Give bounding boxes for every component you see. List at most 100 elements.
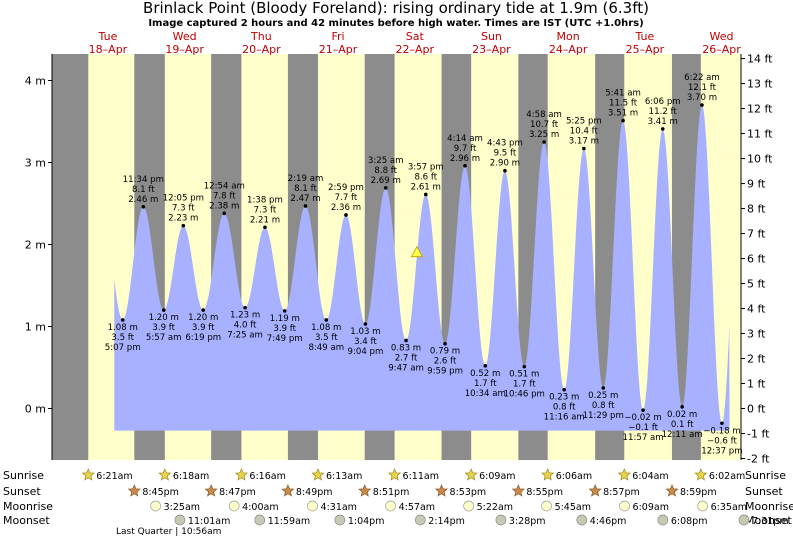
moonset-icon — [738, 514, 750, 526]
right-axis-tick-label: -1 ft — [747, 427, 770, 440]
tide-extreme-point — [660, 127, 665, 131]
day-labels: Tue18–AprWed19–AprThu20–AprFri21–AprSat2… — [89, 30, 742, 56]
high-tide-time: 3:25 am — [368, 156, 404, 166]
day-name-label: Wed — [173, 30, 197, 43]
sunset-time: 8:53pm — [450, 487, 487, 498]
high-tide-metres: 2.21 m — [250, 215, 280, 225]
low-tide-metres: 1.08 m — [108, 323, 138, 333]
low-tide-time: 7:49 pm — [267, 334, 303, 344]
low-tide-metres: −0.02 m — [624, 413, 661, 423]
right-axis-tick-label: 3 ft — [747, 328, 766, 341]
moonset-icon — [334, 514, 346, 526]
tide-extreme-point — [483, 364, 488, 368]
moonset-time: 2:14pm — [428, 516, 465, 527]
right-axis-tick-label: 2 ft — [747, 353, 766, 366]
low-tide-time: 9:04 pm — [348, 347, 384, 357]
high-tide-time: 12:05 pm — [163, 194, 204, 204]
day-date-label: 22–Apr — [395, 43, 434, 56]
high-tide-time: 4:14 am — [447, 134, 483, 144]
tide-extreme-point — [383, 186, 388, 190]
low-tide-feet: 0.8 ft — [592, 401, 615, 411]
right-axis-tick-label: 0 ft — [747, 403, 766, 416]
right-axis-tick-label: 7 ft — [747, 228, 766, 241]
high-tide-metres: 2.38 m — [209, 201, 239, 211]
day-name-label: Thu — [250, 30, 272, 43]
low-tide-feet: 3.9 ft — [192, 323, 215, 333]
low-tide-feet: 4.0 ft — [234, 321, 257, 331]
current-tide-marker — [410, 245, 424, 258]
moonset-icon — [495, 514, 507, 526]
left-axis-tick-label: 3 m — [25, 157, 46, 170]
right-axis-tick-label: 1 ft — [747, 378, 766, 391]
low-tide-feet: 3.5 ft — [111, 333, 134, 343]
low-tide-feet: −0.6 ft — [707, 436, 737, 446]
low-tide-metres: 0.52 m — [470, 369, 500, 379]
moonrise-time: 4:31am — [321, 502, 357, 513]
day-name-label: Wed — [710, 30, 734, 43]
tide-extreme-point — [443, 341, 447, 346]
high-tide-metres: 3.41 m — [648, 117, 678, 127]
sunrise-icon — [464, 468, 478, 481]
low-tide-metres: 0.23 m — [549, 393, 579, 403]
low-tide-feet: 3.5 ft — [315, 333, 338, 343]
low-tide-metres: 1.20 m — [149, 313, 179, 323]
sunset-time: 8:47pm — [219, 487, 256, 498]
sunset-row-label-right: Sunset — [745, 485, 783, 498]
low-tide-time: 6:19 pm — [185, 333, 221, 343]
low-tide-time: 10:34 am — [465, 389, 506, 399]
left-axis-tick-label: 1 m — [25, 321, 46, 334]
moonset-time: 4:46pm — [590, 516, 627, 527]
high-tide-metres: 2.69 m — [371, 176, 401, 186]
low-tide-feet: 3.9 ft — [152, 323, 175, 333]
moonset-row-label: Moonset — [3, 514, 50, 527]
tide-area — [114, 105, 730, 431]
high-tide-feet: 9.5 ft — [494, 149, 517, 159]
tide-extreme-point — [700, 103, 704, 107]
high-tide-feet: 7.3 ft — [254, 205, 277, 215]
tide-extreme-point — [181, 223, 186, 228]
low-tide-feet: −0.1 ft — [628, 423, 658, 433]
low-tide-time: 5:57 am — [146, 333, 182, 343]
high-tide-feet: 10.7 ft — [530, 120, 559, 130]
sunset-icon — [588, 484, 602, 497]
low-tide-feet: 1.7 ft — [474, 379, 497, 389]
low-tide-time: 11:57 am — [623, 433, 664, 443]
high-tide-time: 12:54 am — [204, 181, 245, 191]
tide-extreme-point — [463, 163, 467, 168]
tide-extreme-point — [582, 146, 586, 151]
high-tide-feet: 8.1 ft — [132, 185, 155, 195]
right-axis-tick-label: 11 ft — [747, 128, 773, 141]
day-date-label: 23–Apr — [472, 43, 511, 56]
low-tide-metres: 1.20 m — [188, 313, 218, 323]
high-tide-feet: 9.7 ft — [454, 144, 477, 154]
high-tide-time: 3:57 pm — [408, 162, 444, 172]
sunrise-time: 6:02am — [709, 471, 745, 482]
tide-extreme-point — [161, 308, 166, 312]
high-tide-time: 6:06 pm — [645, 97, 681, 107]
moonset-icon — [576, 514, 588, 526]
sunrise-row-label-right: Sunrise — [745, 469, 786, 482]
sunset-time: 8:45pm — [142, 487, 179, 498]
tide-extreme-point — [243, 305, 247, 310]
sunset-time: 8:51pm — [373, 487, 410, 498]
moonrise-icon — [307, 500, 318, 512]
sunrise-time: 6:11am — [403, 471, 439, 482]
low-tide-time: 12:37 pm — [701, 446, 742, 456]
sun-moon-rows: Sunrise Sunrise Sunset Sunset Moonrise Moonri… — [3, 468, 793, 537]
sunset-time: 8:49pm — [296, 487, 333, 498]
sunset-icon — [665, 484, 679, 497]
high-tide-metres: 2.47 m — [290, 194, 320, 204]
tide-extreme-point — [641, 408, 645, 412]
high-tide-time: 2:19 am — [288, 174, 324, 184]
low-tide-time: 7:25 am — [227, 331, 263, 341]
right-axis-tick-label: 14 ft — [747, 53, 773, 66]
sunrise-time: 6:06am — [556, 471, 592, 482]
tide-extreme-point — [363, 322, 368, 326]
right-axis-tick-label: 13 ft — [747, 78, 773, 91]
sunrise-icon — [81, 468, 95, 481]
tide-extreme-point — [503, 168, 507, 173]
low-tide-feet: 1.7 ft — [513, 380, 536, 390]
sunrise-time: 6:04am — [632, 471, 668, 482]
sunrise-icon — [388, 468, 402, 481]
sunset-time: 8:57pm — [603, 487, 640, 498]
